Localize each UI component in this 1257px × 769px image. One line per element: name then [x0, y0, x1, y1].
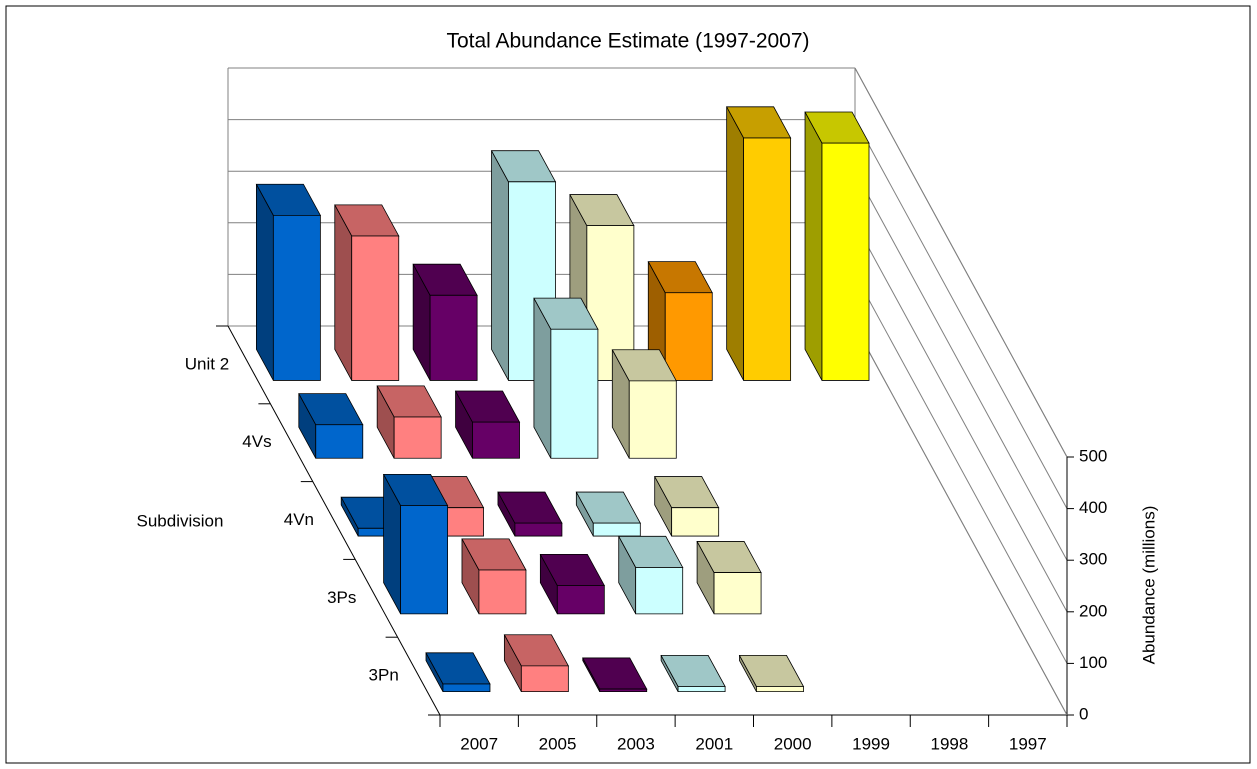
bar	[550, 328, 599, 459]
x-tick-label: 1998	[931, 734, 969, 753]
grid-line	[854, 222, 1068, 613]
bar	[272, 214, 321, 381]
x-tick-label: 2007	[460, 734, 498, 753]
grid-line	[854, 170, 1068, 561]
bar	[393, 416, 442, 459]
bar	[592, 522, 641, 537]
bar	[664, 292, 713, 381]
x-tick-label: 2000	[774, 734, 812, 753]
axis-line	[854, 325, 1068, 716]
x-tick-label: 1999	[852, 734, 890, 753]
grid-line	[854, 119, 1068, 509]
x-tick-label: 2001	[695, 734, 733, 753]
series-label: 3Pn	[369, 666, 399, 685]
y-tick-label: 100	[1079, 653, 1107, 672]
series-label: 4Vs	[242, 432, 271, 451]
bar	[671, 507, 720, 537]
x-tick-label: 1997	[1009, 734, 1047, 753]
axis-line	[227, 325, 441, 716]
bar	[400, 505, 448, 615]
bar-side	[804, 111, 823, 381]
bar	[713, 572, 762, 615]
grid-line	[854, 274, 1068, 664]
bar	[821, 142, 870, 381]
bar-side	[491, 150, 509, 381]
series-label: 3Ps	[327, 588, 356, 607]
bar	[556, 585, 605, 615]
y-tick-label: 0	[1079, 704, 1088, 723]
chart-title: Total Abundance Estimate (1997-2007)	[446, 30, 809, 53]
bar-side	[726, 106, 745, 381]
y-tick-label: 500	[1079, 446, 1107, 465]
bar	[472, 421, 520, 459]
series-label: Unit 2	[185, 354, 229, 373]
bar-side	[255, 184, 274, 381]
bar	[599, 688, 648, 693]
y-axis-title: Abundance (millions)	[1139, 506, 1158, 665]
bar	[677, 686, 726, 693]
bar	[743, 137, 792, 381]
x-tick-label: 2003	[617, 734, 655, 753]
bar	[520, 665, 569, 693]
x-axis-title: Subdivision	[137, 511, 224, 530]
bar	[756, 686, 804, 693]
bar	[628, 380, 677, 459]
y-tick-label: 300	[1079, 550, 1107, 569]
bar	[635, 567, 684, 615]
bar	[429, 294, 478, 381]
y-tick-label: 400	[1079, 498, 1107, 517]
series-label: 4Vn	[284, 510, 314, 529]
bar	[315, 424, 364, 459]
y-tick-label: 200	[1079, 601, 1107, 620]
bar	[514, 522, 563, 537]
x-tick-label: 2005	[539, 734, 577, 753]
bar	[442, 683, 491, 693]
grid-line	[854, 67, 1068, 458]
bar	[351, 235, 400, 381]
bar	[478, 569, 527, 615]
